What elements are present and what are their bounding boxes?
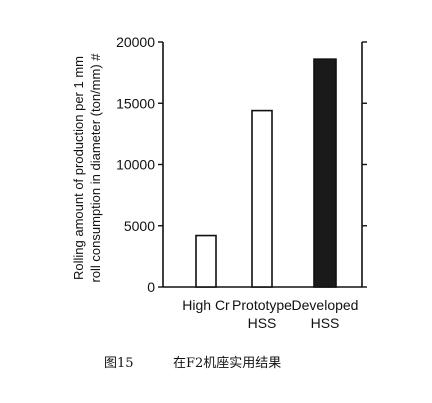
- y-tick-label: 20000: [116, 34, 155, 50]
- x-category-label: High Cr: [182, 297, 230, 313]
- bar-0: [195, 234, 217, 288]
- bar-1: [251, 109, 273, 288]
- x-category-label: Developed: [292, 297, 359, 313]
- x-category-label: HSS: [248, 315, 277, 331]
- y-tick-label: 0: [147, 279, 155, 295]
- x-category-label: HSS: [311, 315, 340, 331]
- y-axis-label-line: Rolling amount of production per 1 mm: [71, 56, 86, 280]
- y-tick-label: 15000: [116, 95, 155, 111]
- y-axis-label: Rolling amount of production per 1 mm rol…: [71, 53, 103, 283]
- y-axis-label-line: roll consumption in diameter (ton/mm) #: [88, 53, 103, 283]
- figure-number: 图15: [104, 356, 134, 371]
- y-axis-label-text: Rolling amount of production per 1 mm rol…: [71, 53, 103, 283]
- x-category-label: Prototype: [232, 297, 292, 313]
- y-axis-ticks: 0 5000 10000 15000 20000: [116, 34, 367, 295]
- bars: [195, 58, 337, 288]
- x-axis-categories: High Cr Prototype HSS Developed HSS: [182, 297, 358, 331]
- y-tick-label: 10000: [116, 157, 155, 173]
- bar-2: [313, 58, 337, 288]
- y-tick-label: 5000: [124, 218, 155, 234]
- figure-caption: 在F2机座实用结果: [173, 356, 282, 371]
